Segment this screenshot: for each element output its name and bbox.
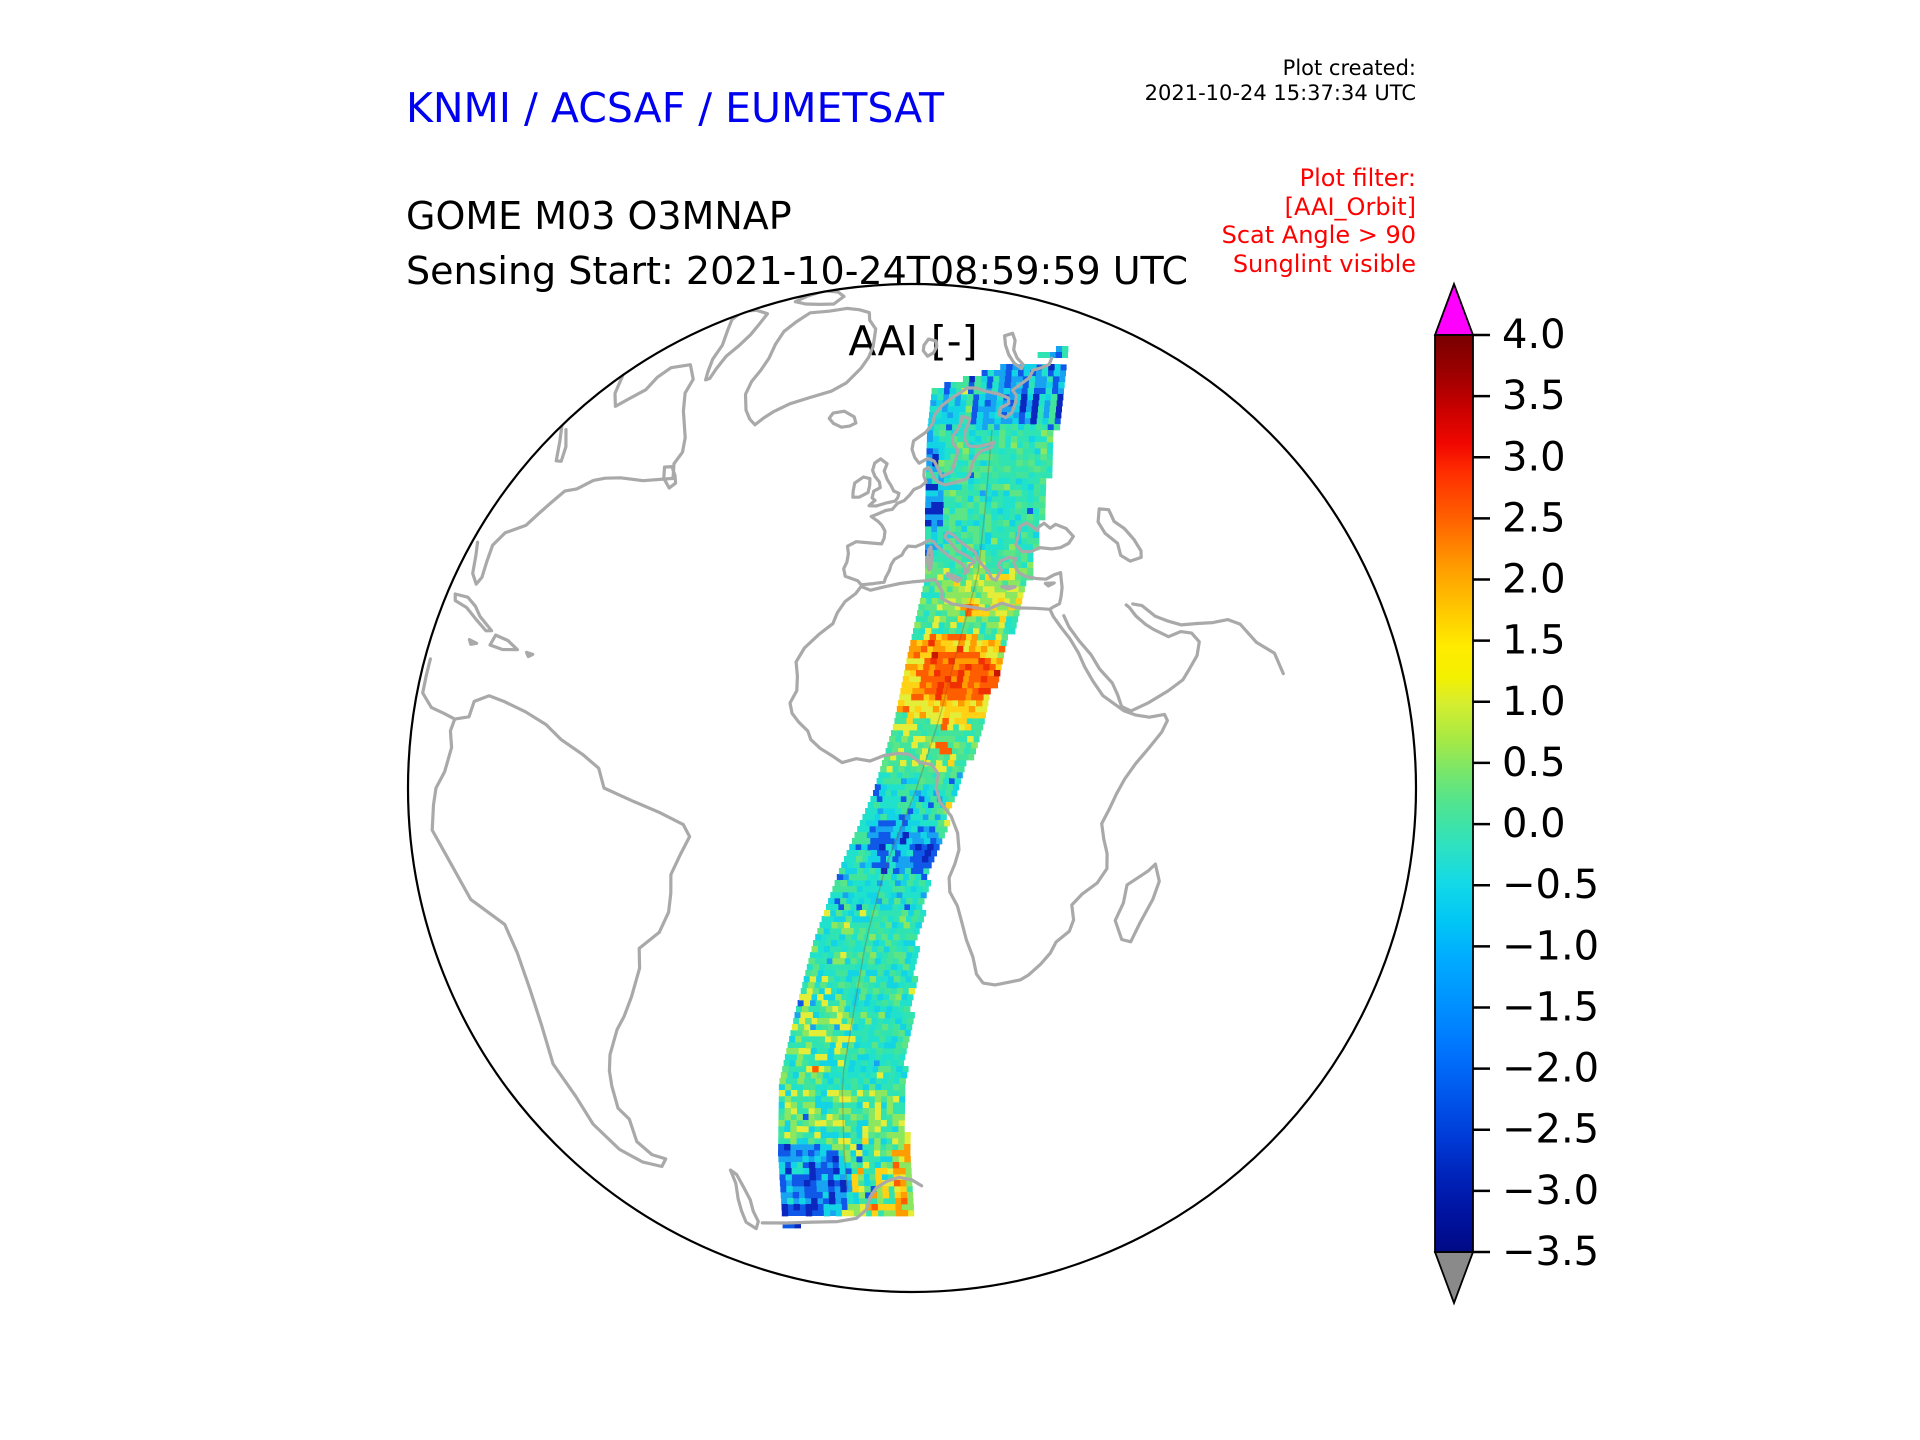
plot-filter-line: Scat Angle > 90 bbox=[1221, 221, 1416, 250]
organization-title: KNMI / ACSAF / EUMETSAT bbox=[406, 84, 945, 132]
coastline-path bbox=[925, 545, 934, 572]
plot-filter-line: Plot filter: bbox=[1299, 164, 1416, 192]
map-variable-title: AAI [-] bbox=[848, 317, 978, 365]
coastline-path bbox=[728, 1168, 760, 1231]
swath-pixels bbox=[778, 406, 1054, 1217]
coastline-path bbox=[827, 409, 858, 429]
colorbar-gradient bbox=[1434, 334, 1474, 1253]
coastline-path bbox=[1003, 331, 1025, 371]
colorbar-tick-label: 0.5 bbox=[1502, 740, 1566, 786]
plot-filter-line: Sunglint visible bbox=[1232, 249, 1416, 278]
swath-nadir-seam bbox=[841, 429, 993, 1191]
colorbar-tick-label: 3.5 bbox=[1502, 373, 1566, 419]
coastline-path bbox=[488, 633, 519, 652]
colorbar-tick-label: −3.5 bbox=[1502, 1229, 1599, 1275]
plot-created-timestamp: 2021-10-24 15:37:34 UTC bbox=[1144, 81, 1416, 106]
plot-created-label: Plot created: bbox=[1282, 56, 1416, 80]
plot-filter-block: Plot filter: [AAI_Orbit] Scat Angle > 90 Su… bbox=[1222, 164, 1416, 278]
globe-outline bbox=[406, 282, 1418, 1294]
coastline-path bbox=[743, 306, 878, 427]
coastline-path bbox=[1096, 507, 1143, 563]
colorbar: 4.0 3.5 3.0 2.5 2.0 1.5 1.0 0.5 0.0 −0.5 −1.0 −1.5 −… bbox=[1433, 281, 1599, 1306]
coastline-path bbox=[704, 308, 770, 382]
colorbar-tick-label: 1.0 bbox=[1502, 679, 1566, 725]
plot-created-block: Plot created: 2021-10-24 15:37:34 UTC bbox=[1145, 56, 1416, 106]
sensing-start-label: Sensing Start: 2021-10-24T08:59:59 UTC bbox=[406, 249, 1189, 293]
coastline-path bbox=[760, 1175, 924, 1225]
colorbar-tick-label: −2.0 bbox=[1502, 1046, 1599, 1092]
coastline-path bbox=[945, 571, 963, 584]
coastline-path bbox=[1131, 602, 1285, 676]
colorbar-tick-label: −3.0 bbox=[1502, 1168, 1599, 1214]
coastline-path bbox=[788, 577, 1169, 987]
coastline-path bbox=[1014, 521, 1075, 554]
coastline-path bbox=[921, 337, 939, 358]
product-title: GOME M03 O3MNAP bbox=[406, 194, 792, 238]
colorbar-tick-label: 2.5 bbox=[1502, 495, 1566, 541]
colorbar-tick-label: 0.0 bbox=[1502, 801, 1566, 847]
coastline-path bbox=[1000, 585, 1017, 591]
coastline-path bbox=[467, 638, 479, 646]
coastline-path bbox=[867, 457, 901, 508]
coastline-path bbox=[965, 356, 1054, 420]
coastline-path bbox=[421, 363, 695, 721]
coastline-path bbox=[1062, 603, 1201, 713]
swath-pixels bbox=[778, 346, 1069, 1217]
colorbar-over-arrow bbox=[1433, 281, 1475, 336]
swath-pixels bbox=[958, 586, 969, 605]
swath-pixels bbox=[928, 640, 991, 701]
colorbar-tick-label: −1.5 bbox=[1502, 984, 1599, 1030]
coastline-path bbox=[430, 694, 692, 1169]
coastline-path bbox=[1113, 862, 1161, 944]
coastlines bbox=[421, 289, 1285, 1231]
plot-filter-line: [AAI_Orbit] bbox=[1284, 192, 1416, 221]
coastline-path bbox=[662, 465, 678, 490]
colorbar-tick-label: −0.5 bbox=[1502, 862, 1599, 908]
colorbar-tick-label: 2.0 bbox=[1502, 557, 1566, 603]
satellite-swath bbox=[778, 346, 1069, 1229]
colorbar-tick-label: 4.0 bbox=[1502, 312, 1566, 358]
colorbar-tick-label: 1.5 bbox=[1502, 618, 1566, 664]
colorbar-tick-label: −2.5 bbox=[1502, 1107, 1599, 1153]
coastline-path bbox=[453, 592, 494, 633]
colorbar-tick-label: −1.0 bbox=[1502, 923, 1599, 969]
colorbar-under-arrow bbox=[1433, 1251, 1475, 1306]
coastline-path bbox=[842, 386, 1064, 611]
colorbar-tick-label: 3.0 bbox=[1502, 434, 1566, 480]
coastline-path bbox=[1043, 581, 1056, 588]
coastline-path bbox=[554, 423, 568, 463]
swath-pixels bbox=[778, 376, 1061, 1205]
coastline-path bbox=[851, 475, 872, 499]
coastline-path bbox=[525, 650, 535, 659]
swath-pixels bbox=[784, 364, 1054, 1205]
